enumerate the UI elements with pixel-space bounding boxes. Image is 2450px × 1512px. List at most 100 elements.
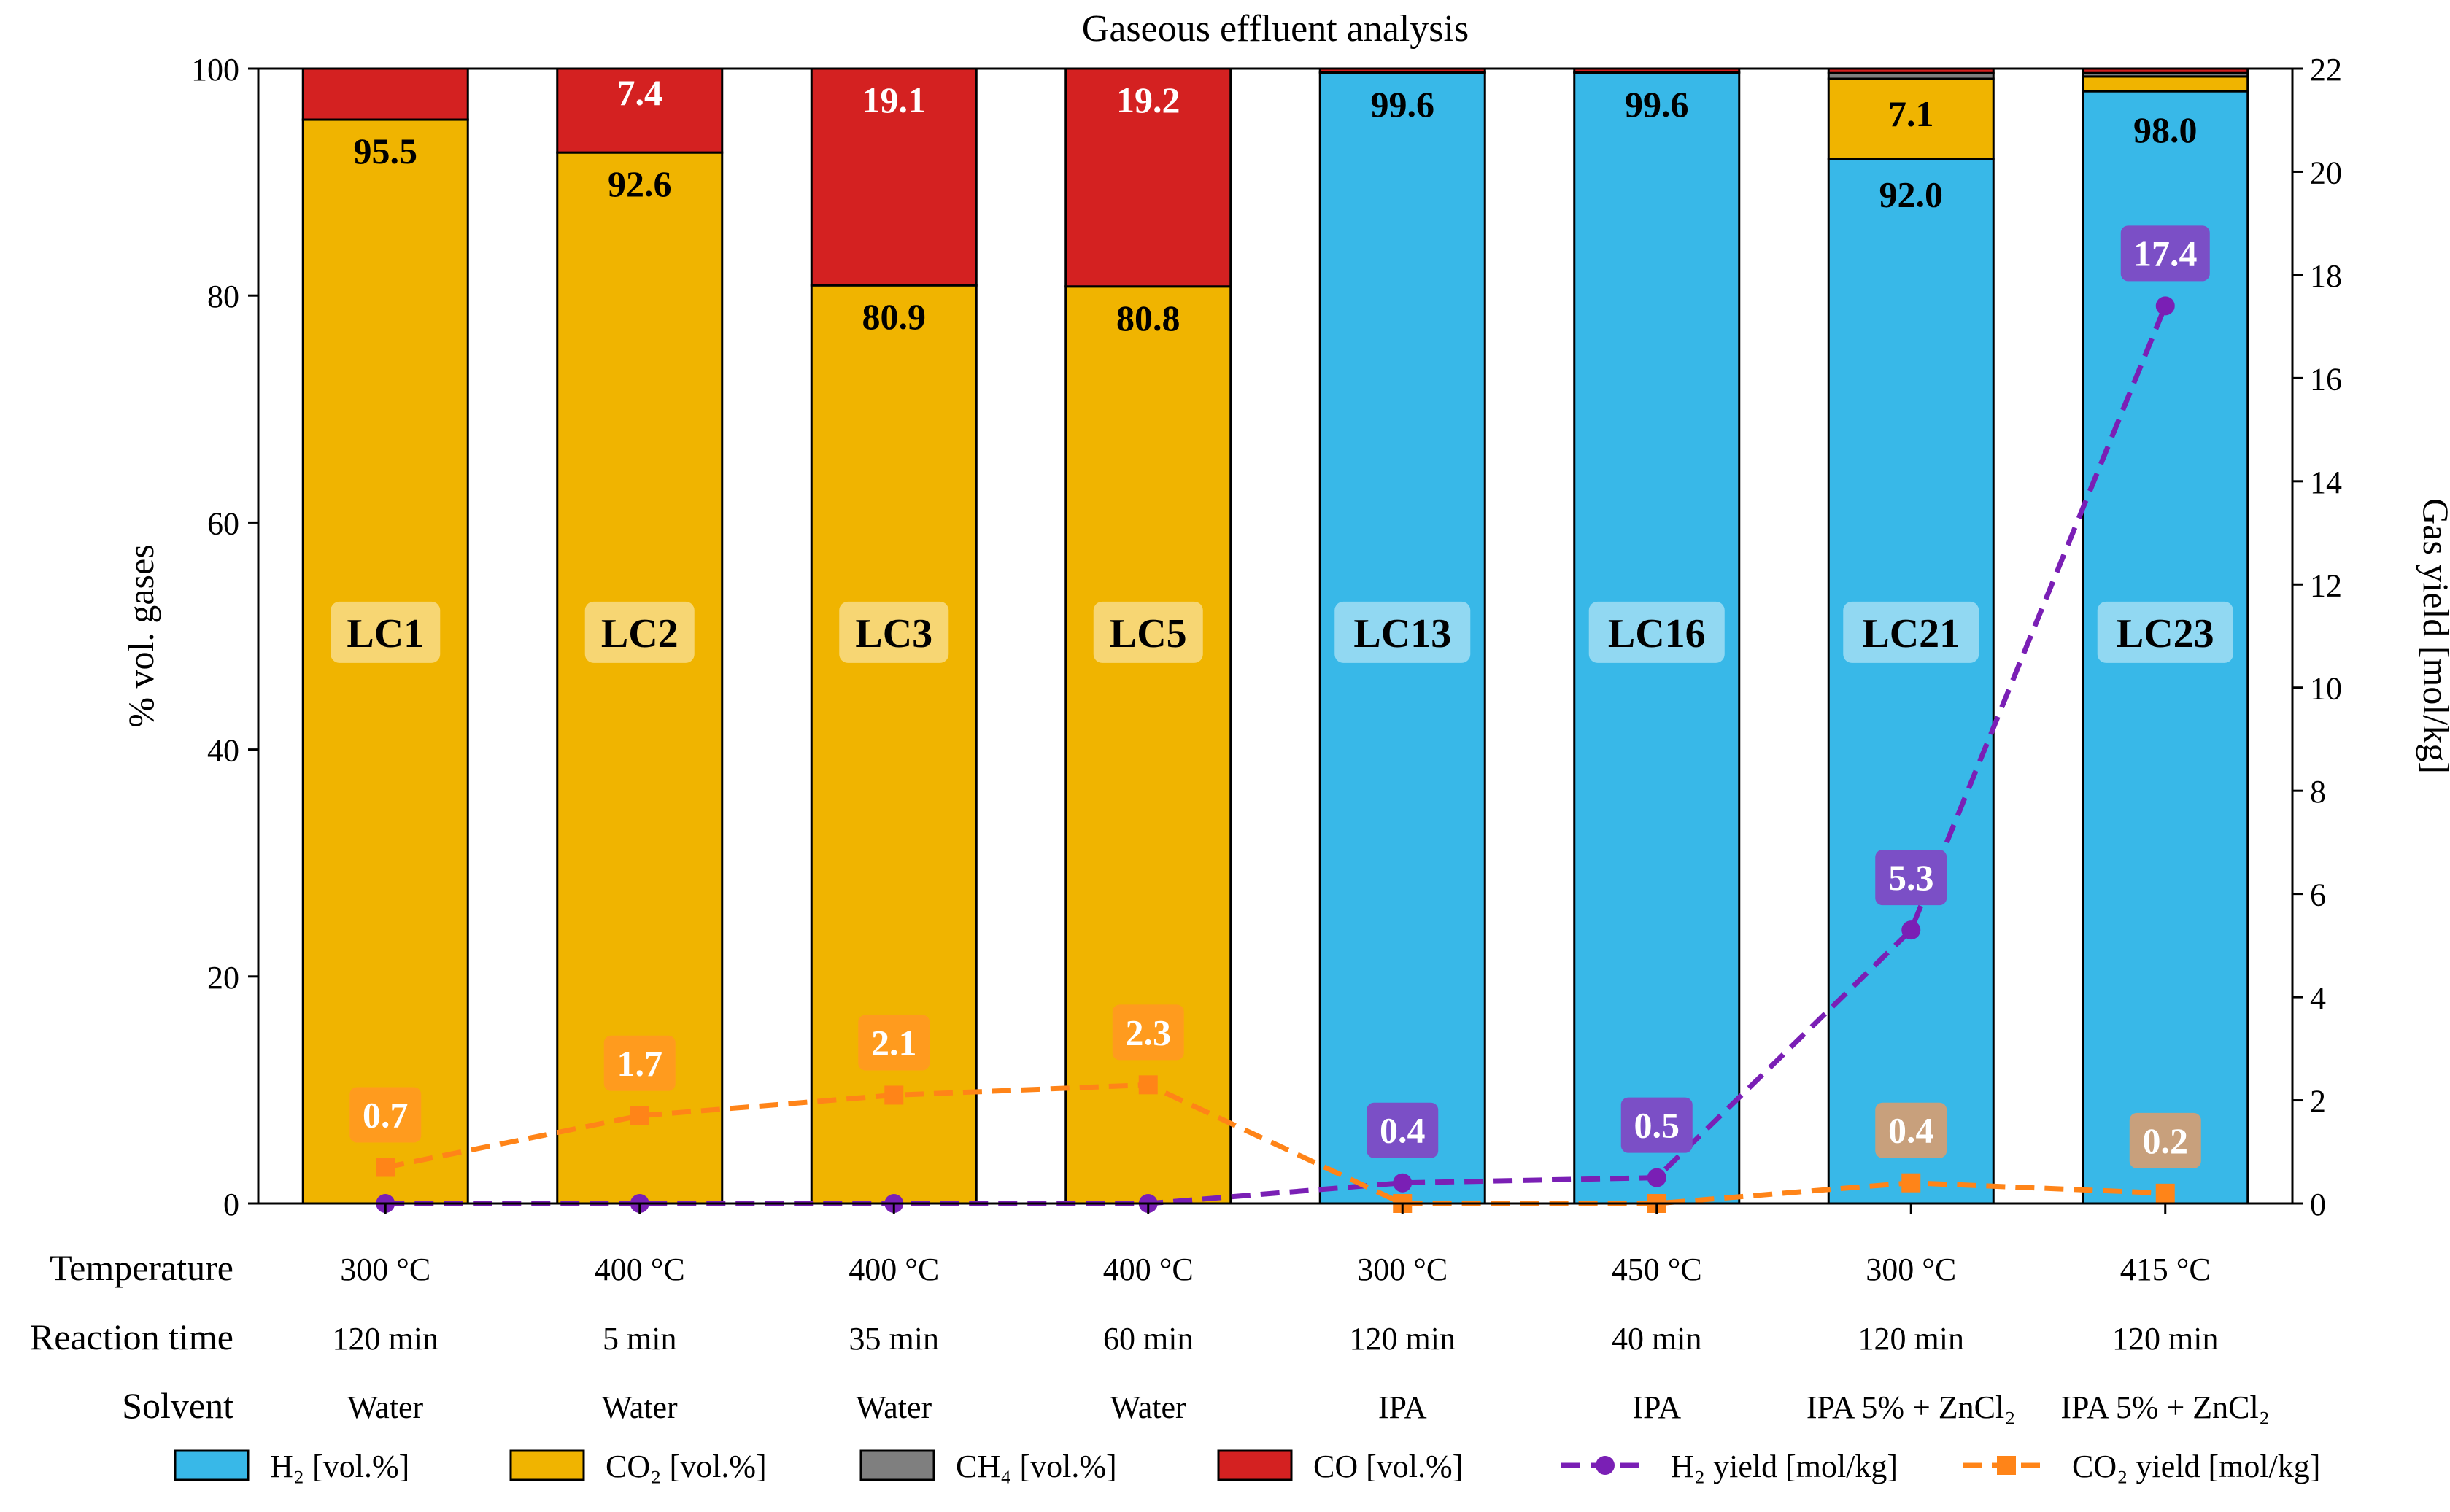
bar-value-label-LC3-0: 80.9 bbox=[862, 296, 927, 337]
reaction-time-value-LC5: 60 min bbox=[1103, 1321, 1193, 1357]
y-axis-label: % vol. gases bbox=[120, 544, 161, 727]
category-badge-bg-LC2 bbox=[584, 601, 695, 663]
temperature-value-LC21: 300 °C bbox=[1866, 1252, 1956, 1287]
category-badge-LC21: LC21 bbox=[1862, 611, 1960, 656]
co2-yield-marker-LC1 bbox=[376, 1158, 395, 1177]
y-tick-label-20: 20 bbox=[207, 960, 239, 996]
bar-LC5-series-1 bbox=[1064, 285, 1232, 1205]
solvent-value-LC1: Water bbox=[347, 1389, 423, 1425]
legend-swatch-3 bbox=[1217, 1449, 1293, 1481]
h2-yield-marker-LC23 bbox=[2155, 296, 2175, 316]
legend-label-0: H₂ [vol.%] bbox=[270, 1449, 409, 1484]
solvent-row-label: Solvent bbox=[122, 1385, 233, 1426]
legend-label-5: CO₂ yield [mol/kg] bbox=[2072, 1449, 2320, 1484]
solvent-value-LC21: IPA 5% + ZnCl₂ bbox=[1806, 1389, 2016, 1425]
h2-yield-label-LC13: 0.4 bbox=[1380, 1110, 1426, 1151]
bar-value-label-LC16-0: 99.6 bbox=[1625, 84, 1689, 125]
co2-yield-marker-LC23 bbox=[2155, 1183, 2175, 1203]
solvent-value-LC23: IPA 5% + ZnCl₂ bbox=[2060, 1389, 2270, 1425]
co2-yield-label-LC2: 1.7 bbox=[617, 1043, 663, 1084]
category-badge-bg-LC1 bbox=[331, 601, 441, 663]
bar-value-label-LC21-1: 7.1 bbox=[1888, 93, 1934, 134]
legend-marker-4 bbox=[1596, 1456, 1615, 1475]
legend-marker-5 bbox=[1997, 1456, 2016, 1475]
co2-yield-label-LC3-bg bbox=[858, 1015, 930, 1071]
category-badge-bg-LC16 bbox=[1588, 601, 1725, 663]
h2-yield-marker-LC21 bbox=[1901, 920, 1921, 940]
category-badge-LC3: LC3 bbox=[855, 611, 932, 656]
co2-yield-marker-LC5 bbox=[1138, 1075, 1158, 1095]
category-badge-bg-LC5 bbox=[1093, 601, 1203, 663]
bar-LC23-series-1 bbox=[2082, 75, 2249, 93]
category-badge-bg-LC3 bbox=[839, 601, 949, 663]
temperature-value-LC3: 400 °C bbox=[849, 1252, 939, 1287]
bar-value-label-LC5-0: 80.8 bbox=[1116, 298, 1180, 338]
legend-swatch-2 bbox=[859, 1449, 935, 1481]
legend-label-3: CO [vol.%] bbox=[1313, 1449, 1463, 1484]
co2-yield-label-LC21-bg bbox=[1875, 1102, 1947, 1158]
y2-tick-label-0: 0 bbox=[2310, 1187, 2326, 1222]
y-tick-label-60: 60 bbox=[207, 505, 239, 541]
bar-value-label-LC2-1: 7.4 bbox=[617, 72, 663, 113]
co2-yield-label-LC1-bg bbox=[349, 1087, 422, 1143]
chart-title: Gaseous effluent analysis bbox=[1082, 8, 1469, 50]
category-badge-LC5: LC5 bbox=[1110, 611, 1187, 656]
bar-LC1-series-3 bbox=[301, 67, 469, 121]
y2-tick-label-22: 22 bbox=[2310, 52, 2342, 88]
bar-value-label-LC23-0: 98.0 bbox=[2133, 109, 2198, 150]
y2-tick-label-14: 14 bbox=[2310, 465, 2342, 500]
line-co2-yield bbox=[384, 1082, 2165, 1206]
reaction-time-value-LC23: 120 min bbox=[2112, 1321, 2218, 1357]
bar-value-label-LC1-0: 95.5 bbox=[354, 131, 418, 171]
category-badge-bg-LC23 bbox=[2097, 601, 2233, 663]
h2-yield-label-LC21: 5.3 bbox=[1888, 857, 1934, 898]
y2-tick-label-20: 20 bbox=[2310, 155, 2342, 190]
y2-axis-label: Gas yield [mol/kg] bbox=[2416, 498, 2450, 774]
reaction-time-value-LC16: 40 min bbox=[1612, 1321, 1701, 1357]
category-badge-bg-LC13 bbox=[1334, 601, 1471, 663]
temperature-value-LC1: 300 °C bbox=[340, 1252, 430, 1287]
solvent-value-LC2: Water bbox=[602, 1389, 678, 1425]
co2-yield-label-LC23-bg bbox=[2129, 1112, 2201, 1168]
category-badge-LC23: LC23 bbox=[2117, 611, 2214, 656]
bar-LC21-series-0 bbox=[1827, 158, 1995, 1205]
plot-frame bbox=[257, 67, 2294, 1205]
co2-yield-label-LC21: 0.4 bbox=[1888, 1110, 1934, 1151]
y-tick-label-40: 40 bbox=[207, 733, 239, 769]
bar-value-label-LC5-1: 19.2 bbox=[1116, 80, 1180, 120]
y-tick-label-0: 0 bbox=[223, 1187, 239, 1222]
temperature-row-label: Temperature bbox=[50, 1247, 233, 1288]
solvent-value-LC13: IPA bbox=[1378, 1389, 1427, 1425]
category-badge-LC1: LC1 bbox=[347, 611, 424, 656]
reaction-time-value-LC1: 120 min bbox=[333, 1321, 438, 1357]
solvent-value-LC16: IPA bbox=[1632, 1389, 1681, 1425]
h2-yield-marker-LC16 bbox=[1647, 1168, 1666, 1187]
h2-yield-label-LC23: 17.4 bbox=[2133, 233, 2198, 274]
temperature-value-LC5: 400 °C bbox=[1103, 1252, 1194, 1287]
bar-LC1-series-1 bbox=[301, 118, 469, 1205]
temperature-value-LC2: 400 °C bbox=[595, 1252, 685, 1287]
h2-yield-marker-LC13 bbox=[1393, 1173, 1413, 1193]
co2-yield-marker-LC21 bbox=[1901, 1173, 1921, 1193]
y2-tick-label-4: 4 bbox=[2310, 980, 2326, 1016]
y2-tick-label-6: 6 bbox=[2310, 877, 2326, 913]
y2-tick-label-18: 18 bbox=[2310, 258, 2342, 294]
y2-tick-label-2: 2 bbox=[2310, 1084, 2326, 1120]
category-badge-bg-LC21 bbox=[1843, 601, 1979, 663]
reaction-time-value-LC21: 120 min bbox=[1858, 1321, 1964, 1357]
co2-yield-marker-LC2 bbox=[630, 1106, 649, 1125]
y-tick-label-100: 100 bbox=[191, 52, 239, 88]
category-badge-LC2: LC2 bbox=[601, 611, 679, 656]
y2-tick-label-12: 12 bbox=[2310, 567, 2342, 603]
temperature-value-LC16: 450 °C bbox=[1612, 1252, 1702, 1287]
co2-yield-label-LC2-bg bbox=[603, 1035, 676, 1091]
h2-yield-label-LC21-bg bbox=[1875, 850, 1947, 906]
co2-yield-label-LC3: 2.1 bbox=[871, 1022, 917, 1063]
co2-yield-label-LC1: 0.7 bbox=[363, 1094, 409, 1135]
co2-yield-marker-LC3 bbox=[884, 1085, 904, 1105]
y2-tick-label-16: 16 bbox=[2310, 361, 2342, 397]
reaction-time-value-LC13: 120 min bbox=[1350, 1321, 1456, 1357]
solvent-value-LC3: Water bbox=[856, 1389, 932, 1425]
bar-LC3-series-3 bbox=[810, 67, 978, 287]
